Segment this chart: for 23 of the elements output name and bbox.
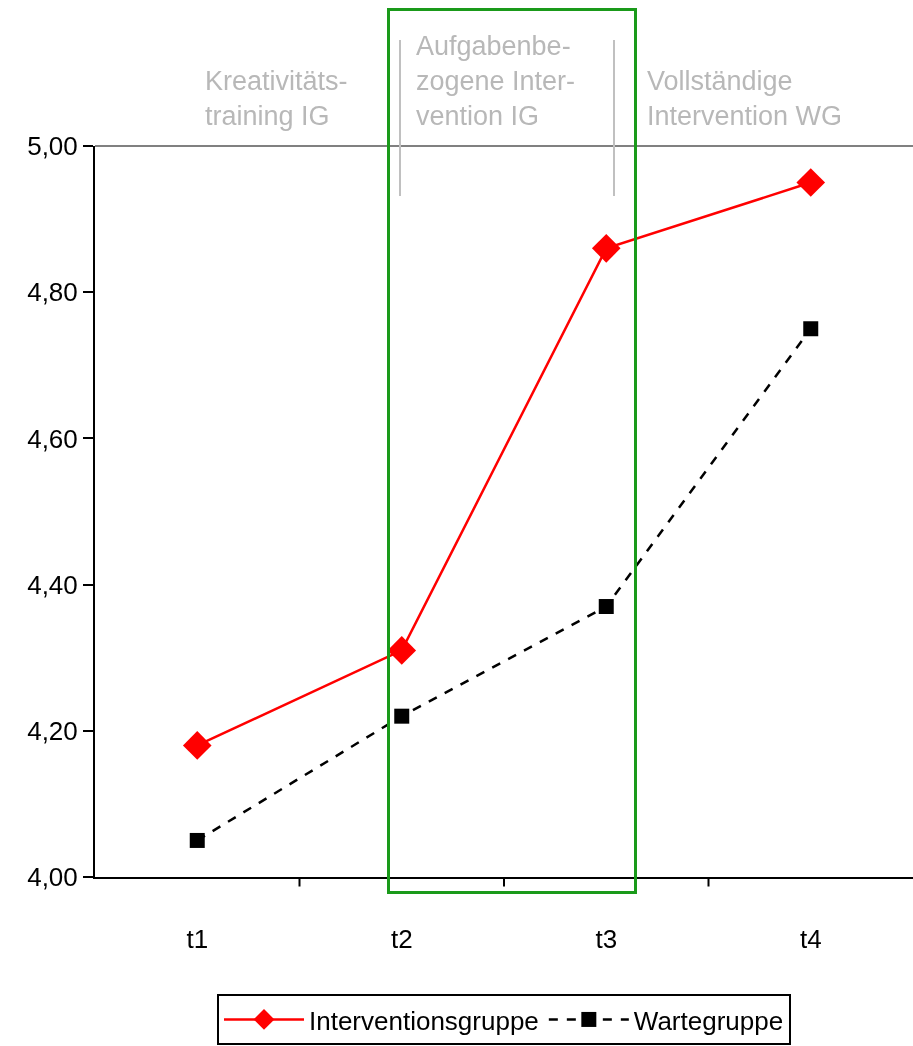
point	[598, 599, 614, 615]
x-tick-label: t3	[595, 924, 618, 955]
point	[394, 708, 410, 724]
y-tick-label: 4,80	[27, 277, 78, 308]
point	[803, 321, 819, 337]
point	[189, 832, 205, 848]
legend-label: Wartegruppe	[633, 1005, 784, 1036]
y-tick-label: 5,00	[27, 131, 78, 162]
y-tick-label: 4,40	[27, 569, 78, 600]
x-tick-label: t4	[799, 924, 822, 955]
text: Aufgabenbe- zogene Inter- vention IG	[416, 31, 576, 132]
text: Kreativitäts- training IG	[205, 66, 348, 132]
point	[796, 168, 826, 197]
y-tick-label: 4,60	[27, 423, 78, 454]
y-tick-label: 4,00	[27, 862, 78, 893]
x-tick-label: t1	[186, 924, 209, 955]
point	[387, 636, 417, 665]
y-tick-label: 4,20	[27, 715, 78, 746]
legend-label: Interventionsgruppe	[309, 1005, 539, 1036]
x-tick-label: t2	[390, 924, 413, 955]
point	[182, 731, 212, 760]
point	[591, 234, 621, 263]
text: Vollständige Intervention WG	[647, 66, 843, 132]
